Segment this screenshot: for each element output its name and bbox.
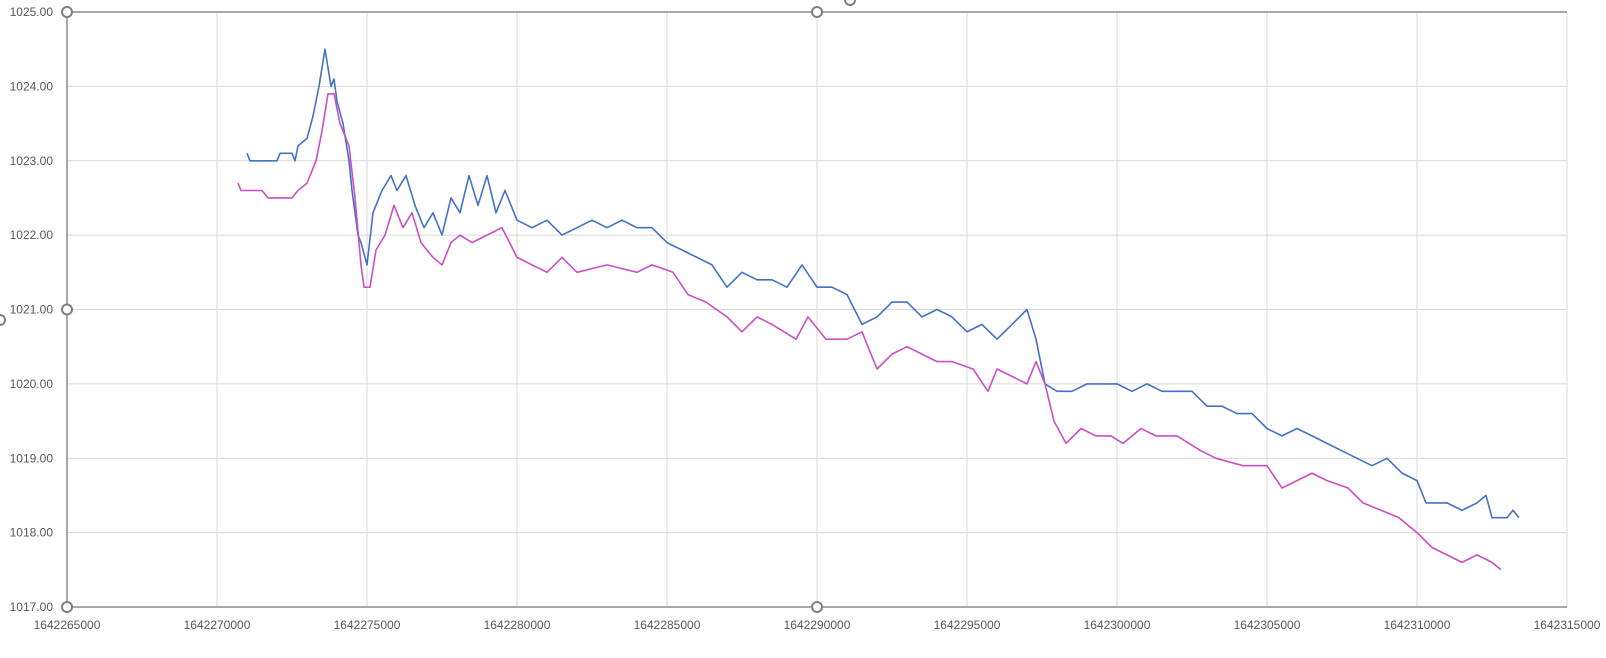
x-tick-label: 1642280000 xyxy=(484,618,551,632)
x-tick-label: 1642265000 xyxy=(34,618,101,632)
gridlines xyxy=(67,11,1568,607)
y-tick-label: 1017.00 xyxy=(10,600,54,614)
series-line-2 xyxy=(237,93,1502,571)
x-tick-label: 1642290000 xyxy=(784,618,851,632)
resize-handle[interactable] xyxy=(61,601,73,613)
resize-handle[interactable] xyxy=(61,6,73,18)
x-tick-label: 1642275000 xyxy=(334,618,401,632)
resize-handle[interactable] xyxy=(811,601,823,613)
series-line-1 xyxy=(246,48,1520,519)
y-tick-label: 1021.00 xyxy=(10,303,54,317)
x-tick-label: 1642295000 xyxy=(934,618,1001,632)
series-lines xyxy=(237,48,1520,571)
tick-labels: 1642265000 1642270000 1642275000 1642280000… xyxy=(10,5,1601,632)
chart-resize-handle[interactable] xyxy=(844,0,856,6)
resize-handle[interactable] xyxy=(61,303,73,316)
y-tick-label: 1019.00 xyxy=(10,451,54,465)
y-tick-label: 1020.00 xyxy=(10,377,54,391)
x-tick-label: 1642315000 xyxy=(1534,618,1601,632)
resize-handle[interactable] xyxy=(811,6,823,18)
y-tick-label: 1024.00 xyxy=(10,79,54,93)
resize-handles[interactable] xyxy=(0,0,856,613)
x-tick-label: 1642310000 xyxy=(1384,618,1451,632)
x-tick-label: 1642270000 xyxy=(184,618,251,632)
y-tick-label: 1023.00 xyxy=(10,154,54,168)
y-tick-label: 1025.00 xyxy=(10,5,54,19)
x-tick-label: 1642285000 xyxy=(634,618,701,632)
y-tick-label: 1022.00 xyxy=(10,228,54,242)
x-tick-label: 1642305000 xyxy=(1234,618,1301,632)
chart-resize-handle[interactable] xyxy=(0,314,6,326)
y-tick-label: 1018.00 xyxy=(10,526,54,540)
x-tick-label: 1642300000 xyxy=(1084,618,1151,632)
